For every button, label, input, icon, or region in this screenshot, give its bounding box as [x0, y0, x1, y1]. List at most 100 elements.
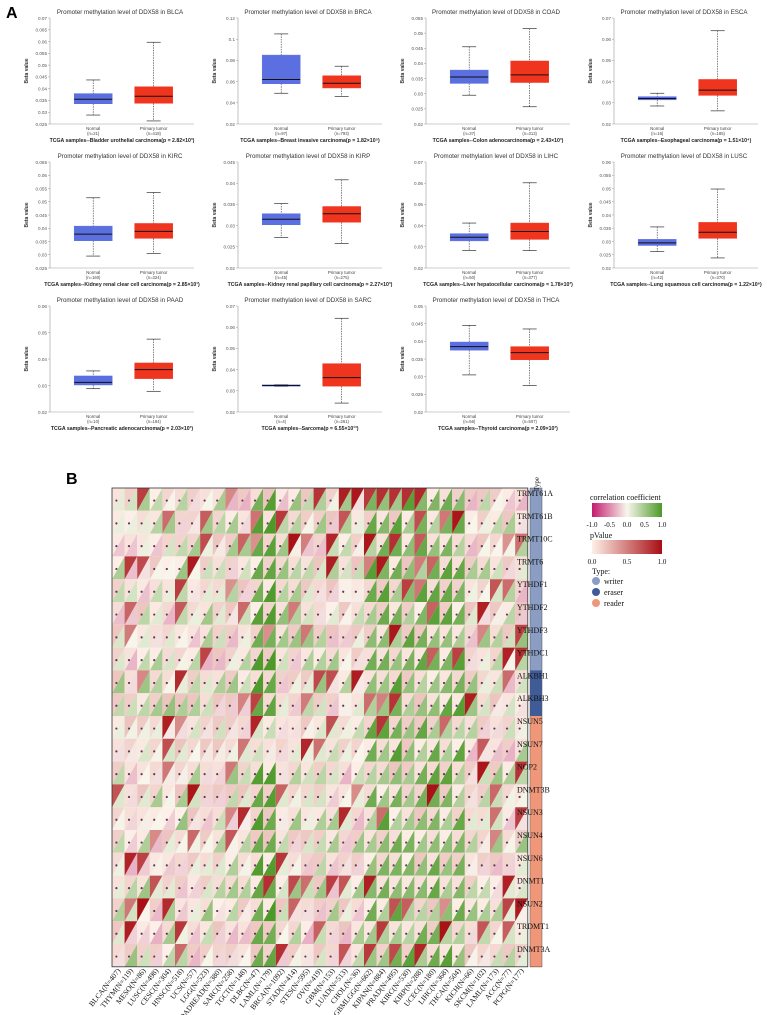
- pvalue-triangle: [439, 602, 453, 625]
- y-tick-label: 0.05: [38, 63, 47, 68]
- pvalue-triangle: [263, 807, 276, 830]
- significance-dot: [329, 773, 332, 776]
- corr-triangle: [238, 602, 251, 625]
- gene-label: YTHDF3: [517, 626, 548, 635]
- box-iqr: [73, 375, 113, 386]
- corr-triangle: [376, 579, 390, 602]
- pvalue-triangle: [490, 602, 503, 625]
- pvalue-triangle: [137, 716, 150, 739]
- significance-dot: [165, 864, 168, 867]
- pvalue-triangle: [175, 921, 188, 944]
- pvalue-triangle: [175, 488, 188, 511]
- pvalue-triangle: [162, 738, 175, 762]
- pvalue-triangle: [490, 807, 503, 830]
- pvalue-triangle: [338, 875, 352, 899]
- corr-triangle: [427, 875, 440, 899]
- significance-dot: [480, 795, 483, 799]
- pvalue-triangle: [502, 579, 516, 602]
- pvalue-triangle: [376, 875, 390, 899]
- pvalue-triangle: [149, 510, 163, 534]
- pvalue-triangle: [238, 898, 251, 922]
- significance-dot: [442, 955, 446, 958]
- type-cell-writer: [530, 647, 542, 671]
- pvalue-triangle: [263, 510, 276, 534]
- pvalue-triangle: [477, 875, 490, 899]
- y-tick-label: 0.02: [38, 410, 47, 415]
- type-cell-writer: [530, 579, 542, 603]
- significance-dot: [115, 659, 118, 662]
- corr-triangle: [439, 670, 453, 694]
- significance-dot: [367, 636, 370, 639]
- pvalue-triangle: [149, 761, 163, 785]
- corr-triangle: [124, 716, 138, 739]
- significance-dot: [342, 932, 345, 935]
- pvalue-triangle: [338, 784, 352, 808]
- corr-triangle: [464, 807, 478, 830]
- type-legend-label: eraser: [604, 588, 623, 597]
- significance-dot: [480, 864, 483, 867]
- pvalue-triangle: [452, 647, 465, 671]
- significance-dot: [279, 590, 282, 593]
- group-n: (n=50): [463, 275, 476, 280]
- pvalue-triangle: [301, 761, 314, 785]
- corr-triangle: [364, 807, 377, 830]
- corr-triangle: [389, 738, 402, 762]
- significance-dot: [342, 704, 345, 707]
- pvalue-triangle: [175, 784, 188, 808]
- pvalue-triangle: [427, 875, 440, 899]
- significance-dot: [442, 590, 446, 593]
- y-tick-label: 0.07: [38, 16, 47, 21]
- corr-triangle: [187, 898, 201, 922]
- type-cell-reader: [530, 944, 542, 968]
- corr-triangle: [187, 602, 201, 625]
- corr-triangle: [414, 647, 427, 671]
- pvalue-triangle: [250, 533, 264, 557]
- pvalue-triangle: [427, 579, 440, 602]
- y-tick-label: 0.07: [602, 16, 611, 21]
- significance-dot: [518, 955, 521, 958]
- significance-dot: [405, 727, 408, 730]
- significance-dot: [505, 795, 509, 799]
- chart-caption: TCGA samples--Colon adenocarcinoma(p = 2…: [433, 138, 564, 144]
- pvalue-triangle: [263, 898, 276, 922]
- pvalue-triangle: [288, 738, 301, 762]
- corr-triangle: [427, 488, 440, 511]
- box-tumor: Primary tumor(n=184): [134, 338, 173, 424]
- pvalue-triangle: [200, 761, 213, 785]
- significance-dot: [417, 727, 420, 730]
- box-iqr: [449, 341, 489, 351]
- pvalue-triangle: [338, 579, 352, 602]
- significance-dot: [342, 909, 345, 913]
- box-normal: Normal(n=10): [73, 370, 113, 424]
- significance-dot: [405, 795, 408, 799]
- pvalue-triangle: [376, 488, 390, 511]
- corr-triangle: [464, 556, 478, 580]
- gene-label: NSUN3: [517, 808, 543, 817]
- significance-dot: [253, 955, 257, 958]
- significance-dot: [216, 704, 219, 707]
- significance-dot: [304, 841, 307, 844]
- significance-dot: [468, 818, 471, 821]
- significance-dot: [266, 841, 269, 844]
- significance-dot: [430, 750, 433, 753]
- corr-triangle: [427, 944, 440, 967]
- corr-triangle: [212, 875, 226, 899]
- pvalue-triangle: [464, 510, 478, 534]
- corr-triangle: [238, 624, 251, 648]
- corr-triangle: [326, 852, 339, 876]
- corr-triangle: [275, 784, 289, 808]
- pvalue-triangle: [515, 670, 528, 694]
- significance-dot: [468, 545, 471, 548]
- pvalue-triangle: [515, 624, 528, 648]
- pvalue-triangle: [389, 921, 402, 944]
- pvalue-triangle: [490, 579, 503, 602]
- corr-triangle: [250, 944, 264, 967]
- pvalue-triangle: [112, 693, 125, 716]
- pvalue-triangle: [401, 784, 415, 808]
- corr-triangle: [439, 830, 453, 853]
- corr-triangle: [162, 944, 175, 967]
- pvalue-triangle: [175, 602, 188, 625]
- pvalue-triangle: [288, 670, 301, 694]
- significance-dot: [455, 750, 458, 753]
- significance-dot: [178, 545, 181, 548]
